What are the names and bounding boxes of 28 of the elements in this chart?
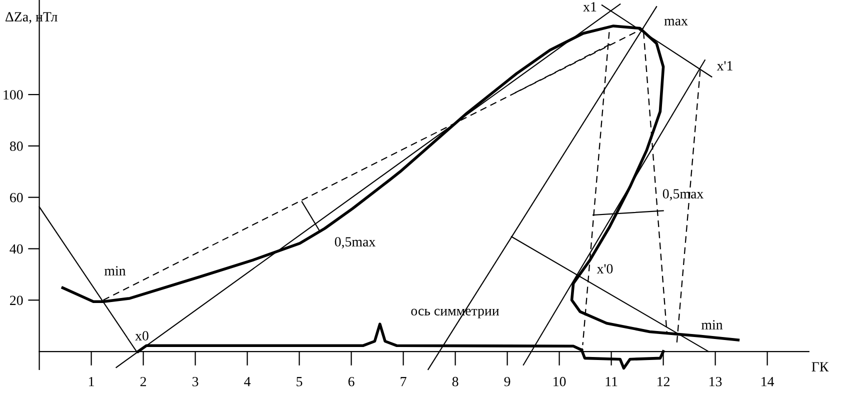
y-tick-label: 80 bbox=[10, 142, 23, 151]
x-tick-label: 3 bbox=[192, 376, 198, 386]
annotation: min bbox=[701, 320, 723, 330]
x-tick-label: 5 bbox=[296, 377, 302, 386]
annotation: max bbox=[664, 18, 688, 26]
x-tick-label: 7 bbox=[400, 377, 406, 386]
y-tick-label: 40 bbox=[10, 244, 23, 254]
annotation: x'1 bbox=[716, 61, 732, 70]
annotation: x'0 bbox=[596, 264, 613, 274]
x-tick-label: 14 bbox=[762, 376, 774, 386]
x-axis-title: ГК bbox=[812, 362, 829, 372]
x-tick-label: 13 bbox=[710, 376, 722, 386]
x-tick-label: 6 bbox=[348, 376, 354, 386]
x-tick-label: 2 bbox=[140, 376, 146, 386]
x-tick-label: 4 bbox=[244, 377, 251, 386]
x-tick-label: 10 bbox=[554, 376, 566, 386]
x-tick-label: 11 bbox=[606, 376, 618, 386]
annotation: 0,5max bbox=[334, 237, 376, 248]
x-tick-label: 8 bbox=[452, 376, 458, 386]
y-tick-label: 20 bbox=[10, 296, 23, 306]
annotation: x1 bbox=[583, 2, 596, 12]
x-tick-label: 1 bbox=[89, 376, 94, 386]
y-tick-label: 60 bbox=[10, 192, 23, 202]
y-tick-label: 100 bbox=[4, 90, 23, 100]
x-tick-label: 9 bbox=[504, 376, 510, 386]
annotation: min bbox=[104, 266, 126, 276]
annotation: x0 bbox=[135, 331, 148, 340]
x-tick-label: 12 bbox=[658, 376, 670, 386]
